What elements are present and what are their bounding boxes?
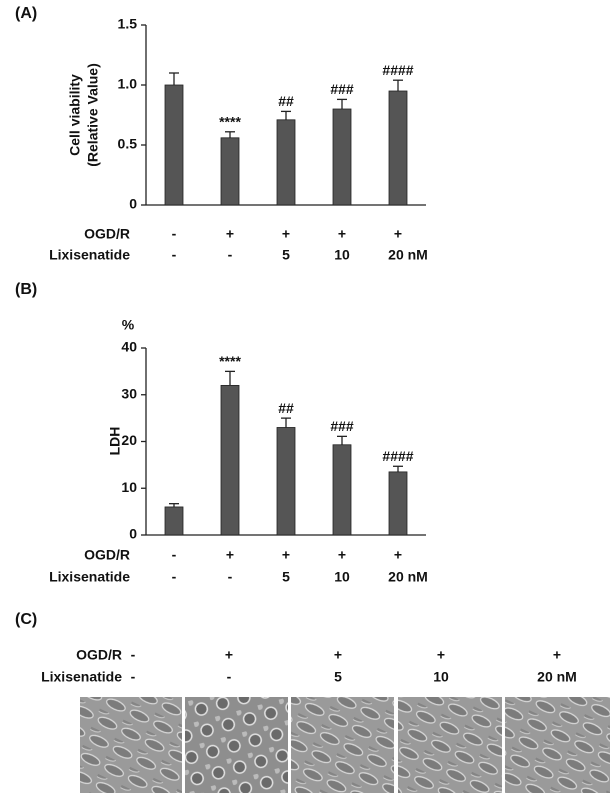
bar	[220, 137, 240, 206]
treatment-label: -	[172, 569, 177, 585]
bar	[164, 506, 184, 536]
panel-label: (B)	[15, 281, 37, 298]
annotation: ****	[219, 114, 241, 130]
treatment-label: -	[228, 247, 233, 263]
treatment-label: 5	[282, 247, 290, 263]
treatment-name: Lixisenatide	[41, 669, 122, 685]
treatment-label: -	[172, 247, 177, 263]
y-axis-label: Cell viability	[67, 74, 83, 156]
bar	[164, 84, 184, 206]
y-tick-label: 30	[121, 385, 137, 401]
treatment-label: +	[334, 647, 342, 663]
treatment-name: OGD/R	[84, 547, 130, 563]
bar	[332, 108, 352, 206]
treatment-label: 20 nM	[388, 569, 428, 585]
treatment-name: Lixisenatide	[49, 247, 130, 263]
y-axis-label: (Relative Value)	[85, 63, 101, 167]
y-tick-label: 40	[121, 339, 137, 355]
treatment-label: -	[227, 669, 232, 685]
panel-label: (A)	[15, 5, 37, 22]
y-tick-label: 10	[121, 479, 137, 495]
treatment-label: +	[282, 226, 290, 242]
annotation: ####	[382, 62, 413, 78]
y-tick-label: 20	[121, 432, 137, 448]
treatment-label: -	[172, 226, 177, 242]
treatment-label: 5	[282, 569, 290, 585]
treatment-label: -	[131, 669, 136, 685]
treatment-label: +	[225, 647, 233, 663]
bar	[388, 90, 408, 206]
treatment-label: 10	[334, 247, 350, 263]
treatment-label: +	[226, 547, 234, 563]
panel-label: (C)	[15, 611, 37, 628]
treatment-label: -	[131, 647, 136, 663]
y-tick-label: 1.0	[118, 76, 138, 92]
annotation: ****	[219, 353, 241, 369]
treatment-label: +	[437, 647, 445, 663]
treatment-label: +	[282, 547, 290, 563]
treatment-label: +	[338, 547, 346, 563]
bar	[220, 384, 240, 536]
treatment-name: Lixisenatide	[49, 569, 130, 585]
treatment-label: 20 nM	[537, 669, 577, 685]
micrographs	[80, 697, 610, 793]
annotation: ###	[330, 81, 354, 97]
treatment-name: OGD/R	[76, 647, 122, 663]
treatment-label: +	[394, 547, 402, 563]
treatment-label: -	[228, 569, 233, 585]
y-axis-label: LDH	[107, 427, 123, 456]
annotation: ###	[330, 418, 354, 434]
treatment-label: +	[394, 226, 402, 242]
treatment-label: 5	[334, 669, 342, 685]
treatment-label: 20 nM	[388, 247, 428, 263]
bar	[276, 427, 296, 536]
annotation: ####	[382, 448, 413, 464]
y-tick-label: 0.5	[118, 136, 138, 152]
treatment-label: 10	[433, 669, 449, 685]
bar	[276, 119, 296, 206]
bar	[332, 444, 352, 536]
micrograph	[80, 697, 182, 793]
micrograph	[185, 697, 288, 793]
treatment-name: OGD/R	[84, 226, 130, 242]
annotation: ##	[278, 400, 294, 416]
treatment-label: +	[338, 226, 346, 242]
treatment-label: -	[172, 547, 177, 563]
micrograph	[291, 697, 394, 793]
y-tick-label: 0	[129, 526, 137, 542]
y-tick-label: 1.5	[118, 16, 138, 32]
y-unit: %	[122, 317, 135, 333]
treatment-label: 10	[334, 569, 350, 585]
micrograph	[398, 697, 502, 793]
micrograph	[505, 697, 610, 793]
annotation: ##	[278, 93, 294, 109]
treatment-label: +	[226, 226, 234, 242]
y-tick-label: 0	[129, 196, 137, 212]
bar	[388, 471, 408, 536]
treatment-label: +	[553, 647, 561, 663]
